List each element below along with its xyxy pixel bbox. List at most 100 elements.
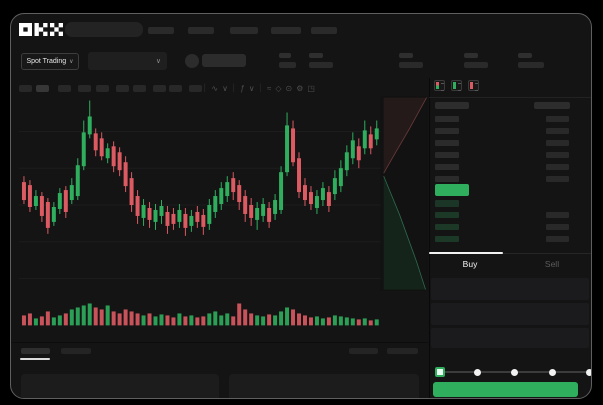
fullscreen-icon[interactable]: ◳	[307, 84, 315, 93]
bid-size-placeholder[interactable]	[546, 212, 569, 218]
bottom-action-placeholder[interactable]	[349, 348, 378, 354]
ask-size-placeholder[interactable]	[546, 116, 569, 122]
candle-body	[39, 196, 44, 216]
candle-body	[51, 206, 56, 222]
candle-body	[314, 196, 319, 208]
candle-body	[117, 152, 122, 171]
buy-submit-button[interactable]	[433, 382, 578, 397]
ask-size-placeholder[interactable]	[546, 128, 569, 134]
bottom-tab-active[interactable]	[21, 348, 50, 354]
interval-button[interactable]	[19, 85, 32, 92]
market-type-selector[interactable]: Spot Trading ∨	[21, 53, 79, 70]
ask-price-placeholder[interactable]	[435, 140, 459, 146]
bid-size-placeholder[interactable]	[546, 224, 569, 230]
nav-link-placeholder[interactable]	[271, 27, 301, 34]
bid-size-placeholder[interactable]	[546, 236, 569, 242]
ask-size-placeholder[interactable]	[546, 176, 569, 182]
eraser-icon[interactable]: ◇	[275, 84, 282, 93]
interval-button[interactable]	[189, 85, 202, 92]
candle-style-icon[interactable]: ∿	[211, 84, 219, 93]
bottom-tab[interactable]	[61, 348, 91, 354]
ask-size-placeholder[interactable]	[546, 152, 569, 158]
settings-icon[interactable]: ⚙	[296, 84, 304, 93]
volume-bar	[267, 314, 272, 326]
screenshot-icon[interactable]: ⊙	[285, 84, 293, 93]
candle-body	[225, 182, 230, 197]
candle-body	[356, 146, 361, 161]
ask-price-placeholder[interactable]	[435, 128, 459, 134]
interval-button[interactable]	[96, 85, 109, 92]
interval-button[interactable]	[153, 85, 166, 92]
order-form-field[interactable]	[431, 303, 589, 325]
orderbook-asks-icon[interactable]	[468, 80, 479, 91]
volume-bar	[129, 311, 134, 326]
search-input[interactable]	[65, 22, 143, 37]
tab-buy[interactable]: Buy	[462, 259, 478, 269]
bottom-panel-block[interactable]	[21, 374, 219, 398]
volume-bar	[237, 303, 242, 326]
bottom-panel-block[interactable]	[229, 374, 419, 398]
volume-bar	[374, 319, 379, 326]
volume-bar	[261, 316, 266, 326]
slider-stop[interactable]	[511, 368, 518, 376]
candle-body	[21, 182, 26, 201]
candle-body	[326, 192, 331, 206]
order-form-field[interactable]	[431, 328, 589, 348]
volume-bar	[87, 303, 92, 326]
okx-logo[interactable]: OKX	[19, 23, 63, 36]
slider-stop[interactable]	[586, 368, 591, 376]
candle-body	[374, 128, 379, 140]
volume-bar	[123, 309, 128, 326]
line-tool-icon[interactable]: ≈	[267, 84, 272, 93]
ask-price-placeholder[interactable]	[435, 152, 459, 158]
slider-stop[interactable]	[473, 368, 481, 376]
bottom-tab-underline	[20, 358, 50, 360]
nav-link-placeholder[interactable]	[148, 27, 174, 34]
divider	[11, 342, 429, 343]
nav-link-placeholder[interactable]	[311, 27, 337, 34]
bid-price-placeholder[interactable]	[435, 212, 459, 218]
slider-handle[interactable]	[434, 367, 445, 377]
nav-link-placeholder[interactable]	[230, 27, 258, 34]
icon-color-column	[453, 82, 456, 89]
indicators-icon[interactable]: ƒ	[240, 84, 245, 93]
volume-bar	[243, 309, 248, 326]
interval-button[interactable]	[169, 85, 182, 92]
volume-bar	[314, 316, 319, 326]
bid-price-placeholder[interactable]	[435, 224, 459, 230]
interval-button[interactable]	[36, 85, 49, 92]
nav-link-placeholder[interactable]	[188, 27, 214, 34]
bottom-action-placeholder[interactable]	[387, 348, 418, 354]
pair-select-dropdown[interactable]: ∨	[88, 52, 167, 70]
interval-button[interactable]	[58, 85, 71, 92]
volume-bar	[201, 316, 206, 326]
ask-size-placeholder[interactable]	[546, 140, 569, 146]
volume-bar	[291, 309, 296, 326]
okx-logo-glyph	[19, 23, 63, 36]
orderbook-bids-icon[interactable]	[451, 80, 462, 91]
interval-button[interactable]	[78, 85, 91, 92]
candle-body	[368, 134, 373, 149]
ask-price-placeholder[interactable]	[435, 176, 459, 182]
volume-bar	[368, 320, 373, 326]
chevron-down-icon[interactable]: ∨	[222, 84, 228, 93]
ask-price-placeholder[interactable]	[435, 164, 459, 170]
last-price-badge[interactable]	[435, 184, 469, 196]
interval-button[interactable]	[116, 85, 129, 92]
ask-size-placeholder[interactable]	[546, 164, 569, 170]
app-window: OKX Spot Trading ∨	[10, 13, 592, 399]
icon-lines	[441, 83, 444, 91]
slider-stop[interactable]	[548, 368, 556, 376]
chevron-down-icon[interactable]: ∨	[248, 84, 255, 93]
tab-sell[interactable]: Sell	[544, 259, 560, 269]
volume-bar	[231, 316, 236, 326]
candle-body	[153, 209, 158, 222]
orderbook-all-icon[interactable]	[434, 80, 445, 91]
order-form-field[interactable]	[431, 278, 589, 300]
interval-button[interactable]	[133, 85, 146, 92]
ask-price-placeholder[interactable]	[435, 116, 459, 122]
bid-price-placeholder[interactable]	[435, 236, 459, 242]
candle-body	[75, 165, 80, 197]
last-price-sub	[435, 200, 459, 207]
divider: │	[258, 85, 263, 92]
